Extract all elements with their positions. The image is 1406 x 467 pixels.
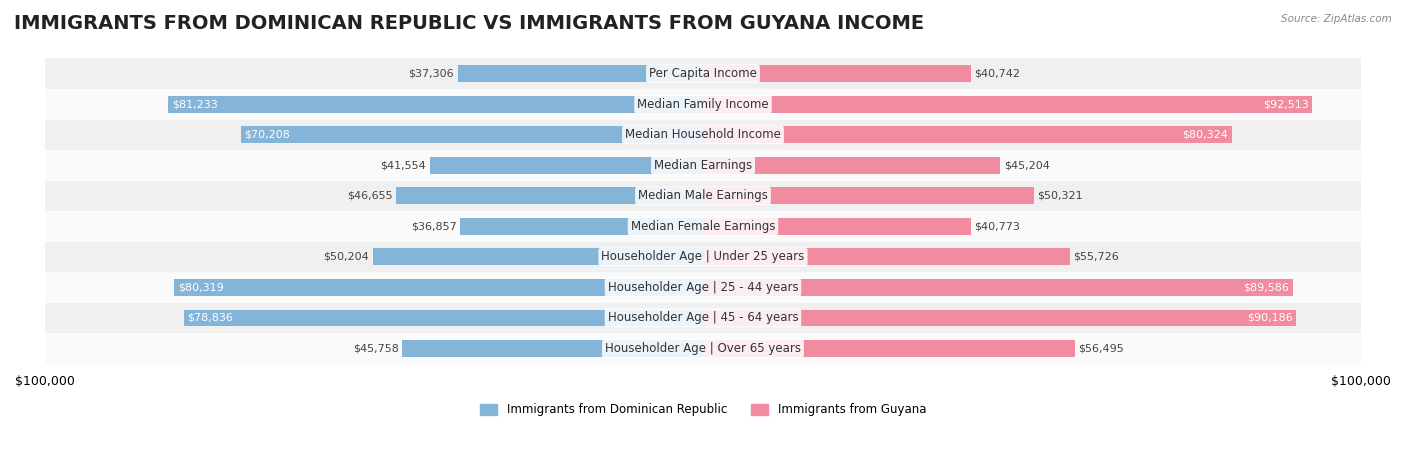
Bar xyxy=(402,340,703,357)
Text: IMMIGRANTS FROM DOMINICAN REPUBLIC VS IMMIGRANTS FROM GUYANA INCOME: IMMIGRANTS FROM DOMINICAN REPUBLIC VS IM… xyxy=(14,14,924,33)
Text: $89,586: $89,586 xyxy=(1243,283,1289,292)
Bar xyxy=(703,279,1292,296)
Bar xyxy=(703,248,1070,265)
Bar xyxy=(460,218,703,235)
Bar xyxy=(45,58,1361,89)
Text: $45,204: $45,204 xyxy=(1004,160,1050,170)
Text: $90,186: $90,186 xyxy=(1247,313,1294,323)
Text: $40,742: $40,742 xyxy=(974,69,1021,79)
Bar xyxy=(45,89,1361,120)
Bar xyxy=(45,272,1361,303)
Bar xyxy=(45,211,1361,241)
Text: $80,324: $80,324 xyxy=(1182,130,1229,140)
Bar xyxy=(703,218,972,235)
Text: Householder Age | 25 - 44 years: Householder Age | 25 - 44 years xyxy=(607,281,799,294)
Bar xyxy=(45,303,1361,333)
Bar xyxy=(45,120,1361,150)
Text: Median Male Earnings: Median Male Earnings xyxy=(638,189,768,202)
Text: Householder Age | Over 65 years: Householder Age | Over 65 years xyxy=(605,342,801,355)
Text: $37,306: $37,306 xyxy=(409,69,454,79)
Text: Median Family Income: Median Family Income xyxy=(637,98,769,111)
Text: $55,726: $55,726 xyxy=(1073,252,1119,262)
Bar xyxy=(396,187,703,204)
Bar xyxy=(703,96,1312,113)
Bar xyxy=(703,127,1232,143)
Text: $56,495: $56,495 xyxy=(1078,343,1123,354)
Text: Median Household Income: Median Household Income xyxy=(626,128,780,142)
Bar xyxy=(430,157,703,174)
Text: Median Female Earnings: Median Female Earnings xyxy=(631,220,775,233)
Text: $41,554: $41,554 xyxy=(381,160,426,170)
Bar xyxy=(373,248,703,265)
Bar xyxy=(45,333,1361,364)
Bar xyxy=(703,65,972,82)
Bar xyxy=(184,310,703,326)
Text: $50,204: $50,204 xyxy=(323,252,370,262)
Bar xyxy=(240,127,703,143)
Legend: Immigrants from Dominican Republic, Immigrants from Guyana: Immigrants from Dominican Republic, Immi… xyxy=(475,399,931,421)
Bar xyxy=(45,241,1361,272)
Text: $70,208: $70,208 xyxy=(245,130,290,140)
Text: Householder Age | Under 25 years: Householder Age | Under 25 years xyxy=(602,250,804,263)
Bar xyxy=(703,187,1035,204)
Bar xyxy=(174,279,703,296)
Text: $92,513: $92,513 xyxy=(1263,99,1309,109)
Text: $78,836: $78,836 xyxy=(187,313,233,323)
Bar xyxy=(45,150,1361,181)
Text: $50,321: $50,321 xyxy=(1038,191,1083,201)
Text: $40,773: $40,773 xyxy=(974,221,1021,231)
Bar xyxy=(45,181,1361,211)
Bar xyxy=(169,96,703,113)
Text: $80,319: $80,319 xyxy=(177,283,224,292)
Text: $45,758: $45,758 xyxy=(353,343,398,354)
Bar xyxy=(703,340,1074,357)
Text: $36,857: $36,857 xyxy=(412,221,457,231)
Text: $46,655: $46,655 xyxy=(347,191,392,201)
Text: $81,233: $81,233 xyxy=(172,99,218,109)
Bar xyxy=(457,65,703,82)
Text: Median Earnings: Median Earnings xyxy=(654,159,752,172)
Bar xyxy=(703,157,1001,174)
Text: Per Capita Income: Per Capita Income xyxy=(650,67,756,80)
Text: Source: ZipAtlas.com: Source: ZipAtlas.com xyxy=(1281,14,1392,24)
Bar xyxy=(703,310,1296,326)
Text: Householder Age | 45 - 64 years: Householder Age | 45 - 64 years xyxy=(607,311,799,325)
